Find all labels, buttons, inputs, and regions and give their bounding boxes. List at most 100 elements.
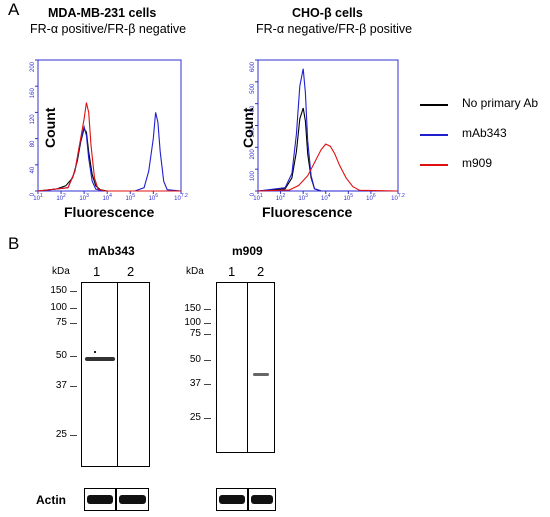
mw-marker-label: 25: [55, 429, 67, 440]
right-blot-lane-1: [216, 282, 248, 453]
actin-band: [251, 495, 273, 504]
right-lane-1: 1: [228, 264, 236, 279]
mw-marker-tick: [70, 386, 77, 387]
mw-marker-label: 50: [55, 350, 67, 361]
mw-marker-tick: [70, 323, 77, 324]
y-tick-label: 200: [30, 61, 36, 72]
mw-marker-label: 150: [184, 303, 201, 314]
legend-swatch-mab343: [420, 134, 448, 136]
mw-marker-label: 150: [50, 285, 67, 296]
left-x-axis-label: Fluorescence: [64, 204, 155, 220]
x-tick-label: 107.2: [174, 193, 188, 202]
y-tick-label: 600: [250, 61, 256, 72]
left-histogram: 0 40 80 120 160 200 101 102 103 104 105 106 107.2: [30, 59, 188, 202]
y-tick-label: 160: [30, 88, 36, 99]
mw-marker-label: 75: [55, 317, 67, 328]
mw-marker-label: 37: [189, 378, 201, 389]
mw-marker-tick: [204, 323, 211, 324]
legend-label: m909: [462, 156, 493, 170]
mw-marker-tick: [204, 418, 211, 419]
left-blot-lane-1: [81, 282, 118, 467]
y-tick-label: 500: [250, 83, 256, 94]
series-line-m909: [257, 143, 399, 192]
series-line-no-primary-ab: [257, 107, 398, 192]
legend-swatch-m909: [420, 164, 448, 166]
y-tick-label: 80: [30, 140, 36, 147]
left-blot-title: mAb343: [88, 244, 135, 258]
left-blot-speck: [94, 351, 96, 353]
mw-marker-label: 37: [55, 380, 67, 391]
right-blot-title: m909: [232, 244, 263, 258]
mw-marker-label: 100: [50, 302, 67, 313]
x-tick-label: 105: [126, 193, 136, 202]
mw-marker-tick: [204, 309, 211, 310]
right-lane-2: 2: [257, 264, 265, 279]
actin-band: [87, 495, 113, 504]
left-y-axis-label: Count: [42, 107, 58, 148]
mw-marker-tick: [204, 360, 211, 361]
series-line-mab343: [257, 68, 398, 192]
series-line-m909: [37, 102, 181, 192]
right-kda-label: kDa: [186, 266, 204, 277]
series-line-mab343: [37, 112, 182, 192]
left-blot-lane-2: [117, 282, 150, 467]
x-tick-label: 102: [56, 193, 66, 202]
actin-right-lane-1: [216, 488, 248, 511]
y-tick-label: 300: [250, 127, 256, 138]
actin-right-lane-2: [248, 488, 276, 511]
mw-marker-tick: [70, 291, 77, 292]
left-kda-label: kDa: [52, 266, 70, 277]
right-y-axis-label: Count: [240, 107, 256, 148]
right-blot-band: [253, 373, 269, 376]
left-lane-2: 2: [127, 264, 135, 279]
mw-marker-label: 25: [189, 412, 201, 423]
actin-left-lane-2: [116, 488, 149, 511]
plot-frame: [257, 59, 399, 192]
x-tick-label: 101: [33, 193, 43, 202]
mw-marker-tick: [70, 435, 77, 436]
left-plot-subtitle: FR-α positive/FR-β negative: [30, 22, 187, 36]
legend-swatch-no-primary: [420, 104, 448, 106]
x-tick-label: 103: [298, 193, 308, 202]
y-tick-label: 0: [250, 192, 256, 196]
mw-marker-label: 75: [189, 328, 201, 339]
right-blot-lane-2: [247, 282, 275, 453]
y-tick-label: 40: [30, 166, 36, 173]
left-blot-band: [85, 357, 115, 361]
x-tick-label: 105: [344, 193, 354, 202]
left-plot-title: MDA-MB-231 cells: [48, 6, 157, 20]
right-histogram: 0 100 200 300 400 500 600 101 102 103 104 105 106 107…: [250, 59, 405, 202]
y-tick-label: 120: [30, 114, 36, 125]
actin-band: [119, 495, 146, 504]
y-tick-label: 0: [30, 192, 36, 196]
x-tick-label: 104: [321, 193, 331, 202]
actin-band: [219, 495, 245, 504]
right-plot-subtitle: FR-α negative/FR-β positive: [256, 22, 413, 36]
y-tick-label: 400: [250, 105, 256, 116]
mw-marker-tick: [70, 308, 77, 309]
legend-label: mAb343: [462, 126, 507, 140]
panel-a-label: A: [8, 0, 20, 19]
left-lane-1: 1: [93, 264, 101, 279]
mw-marker-tick: [204, 334, 211, 335]
mw-marker-tick: [204, 384, 211, 385]
x-tick-label: 106: [149, 193, 159, 202]
y-tick-label: 200: [250, 149, 256, 160]
legend-label: No primary Ab: [462, 96, 539, 110]
x-tick-label: 103: [79, 193, 89, 202]
right-x-axis-label: Fluorescence: [262, 204, 353, 220]
mw-marker-label: 50: [189, 354, 201, 365]
mw-marker-tick: [70, 356, 77, 357]
x-tick-label: 104: [102, 193, 112, 202]
right-plot-title: CHO-β cells: [292, 6, 363, 20]
panel-b-label: B: [8, 234, 20, 253]
actin-label: Actin: [36, 493, 66, 507]
x-tick-label: 101: [253, 193, 263, 202]
actin-left-lane-1: [84, 488, 116, 511]
x-tick-label: 102: [276, 193, 286, 202]
x-tick-label: 106: [366, 193, 376, 202]
y-tick-label: 100: [250, 171, 256, 182]
plot-frame: [37, 59, 182, 192]
x-tick-label: 107.2: [391, 193, 405, 202]
